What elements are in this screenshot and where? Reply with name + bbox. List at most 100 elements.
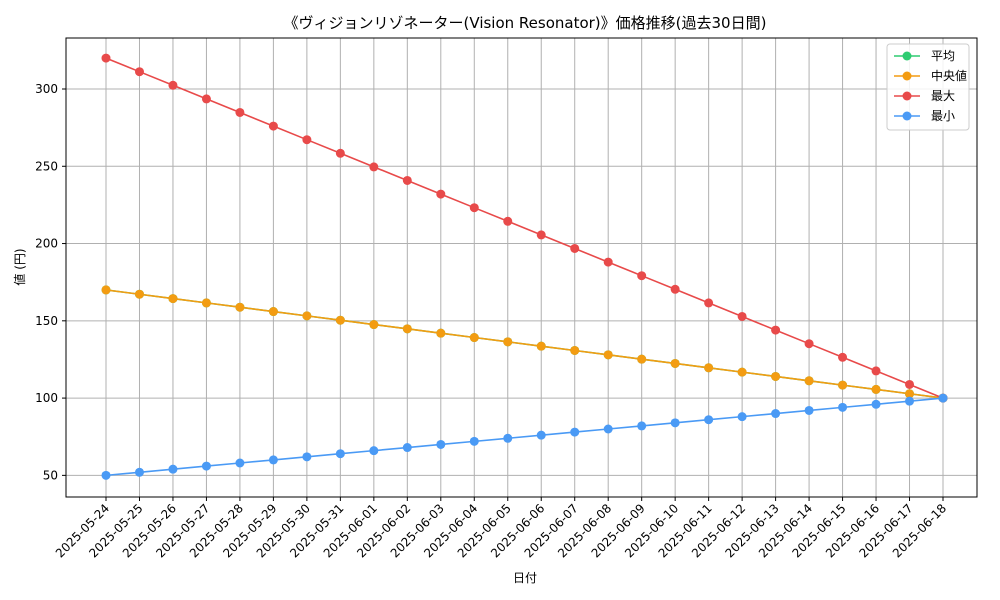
data-point: [235, 107, 245, 117]
data-point: [369, 162, 379, 172]
data-point: [369, 446, 379, 456]
data-point: [101, 470, 111, 480]
data-point: [637, 354, 647, 364]
x-axis-label: 日付: [513, 571, 537, 585]
y-axis: 50 100 150 200 250 300: [35, 82, 66, 482]
y-tick-label: 200: [35, 237, 58, 251]
data-point: [536, 230, 546, 240]
data-point: [804, 376, 814, 386]
data-point: [603, 350, 613, 360]
legend-label: 中央値: [931, 68, 967, 83]
data-point: [201, 461, 211, 471]
data-point: [670, 284, 680, 294]
data-point: [771, 371, 781, 381]
y-tick-label: 300: [35, 82, 58, 96]
data-point: [503, 433, 513, 443]
data-point: [804, 339, 814, 349]
data-point: [235, 458, 245, 468]
data-point: [570, 243, 580, 253]
series-2: [101, 53, 948, 403]
data-point: [603, 257, 613, 267]
data-point: [838, 402, 848, 412]
legend-marker: [902, 51, 912, 61]
data-point: [771, 409, 781, 419]
data-point: [134, 289, 144, 299]
legend-marker: [902, 71, 912, 81]
data-point: [536, 430, 546, 440]
data-point: [637, 271, 647, 281]
data-point: [905, 389, 915, 399]
y-tick-label: 50: [43, 468, 58, 482]
data-point: [737, 311, 747, 321]
data-point: [838, 352, 848, 362]
data-point: [704, 298, 714, 308]
data-point: [704, 363, 714, 373]
legend-item: 最大: [894, 89, 955, 103]
data-point: [603, 424, 613, 434]
y-axis-label: 値 (円): [12, 248, 27, 285]
data-point: [402, 443, 412, 453]
data-point: [436, 189, 446, 199]
y-tick-label: 250: [35, 159, 58, 173]
legend-item: 平均: [894, 49, 955, 63]
data-point: [704, 415, 714, 425]
data-point: [436, 328, 446, 338]
data-point: [570, 345, 580, 355]
series-line: [105, 397, 944, 477]
legend-marker: [902, 111, 912, 121]
data-point: [369, 320, 379, 330]
series-line: [105, 289, 944, 399]
series-1: [101, 285, 948, 403]
data-point: [871, 384, 881, 394]
legend-box: [886, 43, 970, 131]
data-point: [302, 452, 312, 462]
series-3: [101, 393, 948, 480]
data-point: [469, 333, 479, 343]
data-point: [168, 294, 178, 304]
data-point: [469, 436, 479, 446]
legend-label: 最小: [931, 109, 955, 123]
data-point: [804, 405, 814, 415]
data-point: [536, 341, 546, 351]
data-point: [670, 418, 680, 428]
data-point: [101, 285, 111, 295]
data-point: [268, 307, 278, 317]
legend-label: 平均: [931, 49, 955, 63]
data-point: [469, 203, 479, 213]
data-point: [168, 464, 178, 474]
data-point: [570, 427, 580, 437]
x-axis: 2025-05-242025-05-252025-05-262025-05-27…: [53, 497, 949, 560]
chart-title: 《ヴィジョンリゾネーター(Vision Resonator)》価格推移(過去30…: [284, 14, 767, 32]
data-point: [168, 80, 178, 90]
legend-marker: [902, 91, 912, 101]
data-point: [268, 455, 278, 465]
y-tick-label: 100: [35, 391, 58, 405]
data-point: [838, 380, 848, 390]
series-line: [105, 57, 944, 399]
legend-label: 最大: [931, 89, 955, 103]
data-point: [134, 467, 144, 477]
data-point: [871, 399, 881, 409]
data-point: [235, 302, 245, 312]
plot-area-frame: [65, 37, 978, 498]
legend-item: 最小: [894, 109, 955, 123]
data-point: [905, 379, 915, 389]
data-point: [335, 449, 345, 459]
data-point: [268, 121, 278, 131]
data-point: [302, 311, 312, 321]
data-point: [335, 315, 345, 325]
data-point: [670, 358, 680, 368]
data-point: [134, 67, 144, 77]
grid: [66, 38, 977, 497]
data-point: [871, 366, 881, 376]
data-point: [402, 324, 412, 334]
series-group: [101, 53, 948, 480]
data-point: [503, 216, 513, 226]
data-point: [201, 298, 211, 308]
legend-item: 中央値: [894, 68, 967, 83]
data-point: [436, 439, 446, 449]
data-point: [302, 135, 312, 145]
data-point: [771, 325, 781, 335]
